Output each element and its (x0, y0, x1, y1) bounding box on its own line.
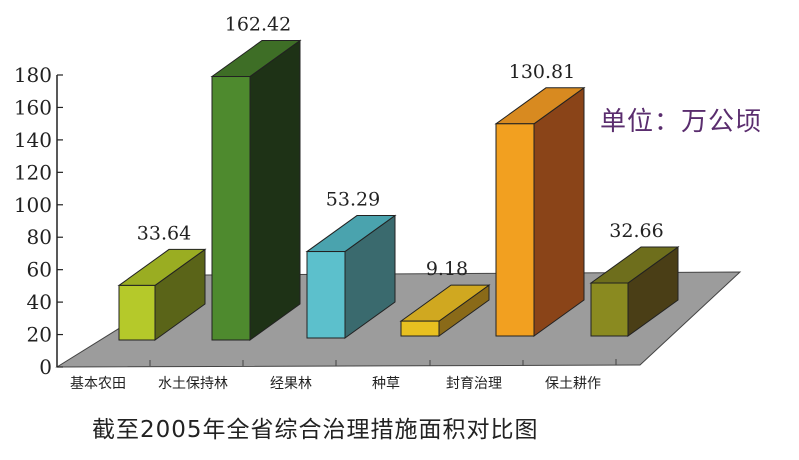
floor-ticks (149, 359, 617, 366)
value-label: 130.81 (509, 61, 575, 83)
category-label: 封育治理 (446, 376, 502, 392)
y-tick-label: 160 (14, 95, 52, 119)
value-label: 162.42 (225, 14, 291, 36)
value-label: 32.66 (609, 220, 663, 242)
bar-2 (305, 214, 397, 339)
chart-title: 截至2005年全省综合治理措施面积对比图 (92, 417, 539, 443)
category-label: 水土保持林 (158, 376, 228, 392)
bars (117, 39, 680, 341)
bar-1 (210, 39, 302, 341)
y-tick-label: 80 (27, 225, 52, 249)
y-tick-label: 120 (14, 160, 52, 184)
category-label: 种草 (372, 376, 400, 392)
category-label: 经果林 (270, 376, 312, 392)
value-label: 53.29 (326, 189, 380, 211)
bar-5 (589, 246, 680, 337)
value-label: 33.64 (137, 222, 191, 244)
y-tick-label: 140 (14, 128, 52, 152)
y-tick-label: 20 (27, 323, 52, 347)
y-tick-label: 180 (14, 63, 52, 87)
value-labels: 33.64 162.42 53.29 9.18 130.81 32.66 (137, 14, 664, 281)
y-tick-label: 100 (14, 193, 52, 217)
value-label: 9.18 (426, 258, 468, 280)
unit-label: 单位：万公顷 (600, 107, 763, 137)
y-tick-label: 40 (27, 290, 52, 314)
bar-3 (399, 284, 491, 337)
bar-4 (494, 86, 586, 337)
y-axis: 0 20 40 60 80 100 120 140 160 180 (14, 63, 63, 379)
category-labels: 基本农田 水土保持林 经果林 种草 封育治理 保土耕作 (70, 375, 601, 392)
y-tick-label: 60 (27, 258, 52, 282)
y-tick-label: 0 (39, 355, 52, 379)
category-label: 保土耕作 (545, 375, 601, 392)
bar-0 (117, 248, 207, 341)
category-label: 基本农田 (70, 375, 126, 392)
